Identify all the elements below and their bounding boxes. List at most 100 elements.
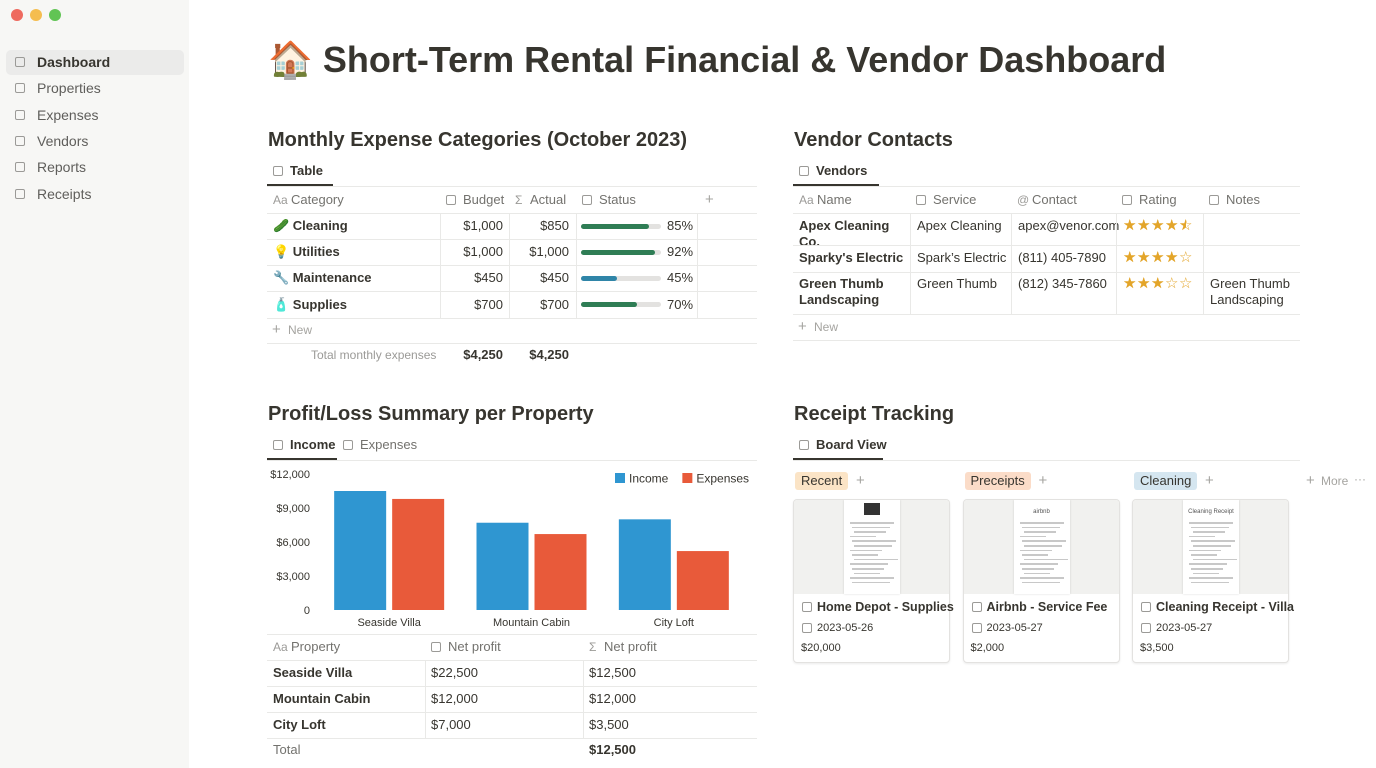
actual-cell: $700 [540, 296, 569, 312]
icon [343, 440, 353, 450]
view-tab[interactable]: Table [290, 163, 323, 178]
add-button[interactable]: + [1205, 472, 1214, 489]
cell-border [697, 213, 698, 239]
window-control[interactable] [11, 9, 23, 21]
view-tab[interactable]: Income [290, 437, 336, 452]
cell-border [509, 239, 510, 266]
thumb-line [1191, 526, 1229, 529]
thumb-line [1019, 522, 1064, 524]
thumb-line [1191, 568, 1223, 570]
add-button[interactable]: + [856, 472, 865, 489]
cell-border [1011, 213, 1012, 245]
receipt-card[interactable] [793, 499, 950, 663]
group-tag[interactable]: Cleaning [1134, 472, 1198, 490]
cell-border [910, 272, 911, 314]
cell-border [576, 213, 577, 239]
budget-cell: $700 [474, 296, 503, 312]
actual-cell: $450 [540, 270, 569, 286]
thumb-line [1023, 545, 1062, 547]
divider [267, 265, 757, 267]
icon [15, 135, 25, 146]
bar [618, 519, 671, 610]
divider [267, 634, 757, 635]
star-fill: ★ [1179, 217, 1186, 234]
window-control[interactable] [30, 9, 42, 21]
vendor-service: Spark’s Electric [917, 250, 1007, 265]
card-date: 2023-05-27 [986, 622, 1043, 634]
new-row-icon[interactable]: + [798, 318, 807, 335]
budget-cell: $1,000 [463, 244, 503, 260]
x-tick-label: Mountain Cabin [493, 617, 570, 629]
category-cell: 💡 Utilities [273, 244, 340, 260]
group-tag[interactable]: Preceipts [964, 472, 1031, 490]
thumb-line [1193, 572, 1219, 575]
sidebar-item[interactable]: Vendors [37, 132, 89, 149]
more-groups[interactable]: More [1321, 474, 1349, 488]
sidebar-item[interactable]: Receipts [37, 185, 92, 202]
bar [334, 491, 387, 610]
new-row-icon[interactable]: + [272, 321, 281, 338]
sidebar [0, 0, 189, 768]
thumb-line [1023, 531, 1056, 533]
progress-bar [581, 249, 655, 255]
more-dots: ··· [1354, 472, 1366, 486]
star: ☆ ★ [1165, 249, 1179, 266]
new-row[interactable]: New [288, 323, 313, 337]
cell-border [440, 239, 441, 266]
divider [267, 738, 757, 739]
cell-border [425, 712, 426, 738]
new-row[interactable]: New [814, 320, 839, 334]
category-cell: 🧴 Supplies [273, 296, 347, 312]
divider [793, 186, 1300, 187]
sidebar-item[interactable]: Reports [37, 159, 87, 176]
column-icon: Σ [515, 193, 523, 207]
thumb-text: Cleaning Receipt [1188, 509, 1234, 515]
star: ☆ ★ [1137, 249, 1151, 266]
receipt-card[interactable]: airbnb [962, 499, 1120, 663]
thumb-line [1019, 577, 1064, 579]
cell-border [576, 291, 577, 318]
icon [15, 162, 25, 173]
sidebar-item[interactable]: Dashboard [37, 54, 111, 70]
legend-swatch [682, 473, 693, 483]
vendor-contact: (812) 345-7860 [1018, 276, 1107, 291]
sidebar-item[interactable]: Properties [37, 80, 101, 97]
cell-border [697, 239, 698, 266]
add-button[interactable]: + [705, 191, 714, 208]
star: ☆ ★ [1165, 217, 1179, 234]
y-tick-label: $3,000 [276, 571, 310, 583]
star-fill: ★ [1151, 217, 1165, 234]
cell-border [1011, 245, 1012, 272]
add-button[interactable]: + [1038, 472, 1048, 489]
column-header: Name [817, 192, 852, 207]
legend-swatch [615, 473, 625, 483]
star-fill: ★ [1137, 217, 1151, 234]
view-tab[interactable]: Expenses [360, 437, 418, 452]
y-tick-label: $9,000 [276, 503, 310, 515]
vendor-contact: apex@venor.com [1018, 218, 1120, 233]
star-fill: ★ [1137, 249, 1151, 266]
vendor-notes: Green Thumb Landscaping [1210, 276, 1290, 307]
bar [476, 522, 529, 610]
window-control[interactable] [49, 9, 61, 21]
receipt-paper [844, 500, 900, 594]
group-tag[interactable]: Recent [795, 472, 849, 490]
view-tab[interactable]: Board View [816, 437, 887, 452]
column-header: Contact [1032, 192, 1077, 207]
star: ☆ ★ [1123, 217, 1137, 234]
actual-cell: $850 [540, 218, 569, 233]
add-button[interactable]: + [1306, 472, 1315, 489]
property-cell: Seaside Villa [273, 665, 353, 680]
receipt-card[interactable]: Cleaning Receipt [1132, 499, 1289, 663]
divider [267, 317, 757, 319]
view-tab[interactable]: Vendors [816, 163, 868, 178]
divider [267, 460, 757, 461]
progress-bar [581, 302, 637, 308]
vendor-service: Green Thumb [917, 276, 997, 291]
thumb-line [1189, 549, 1221, 552]
divider [267, 343, 757, 344]
sidebar-item[interactable]: Expenses [37, 106, 99, 123]
